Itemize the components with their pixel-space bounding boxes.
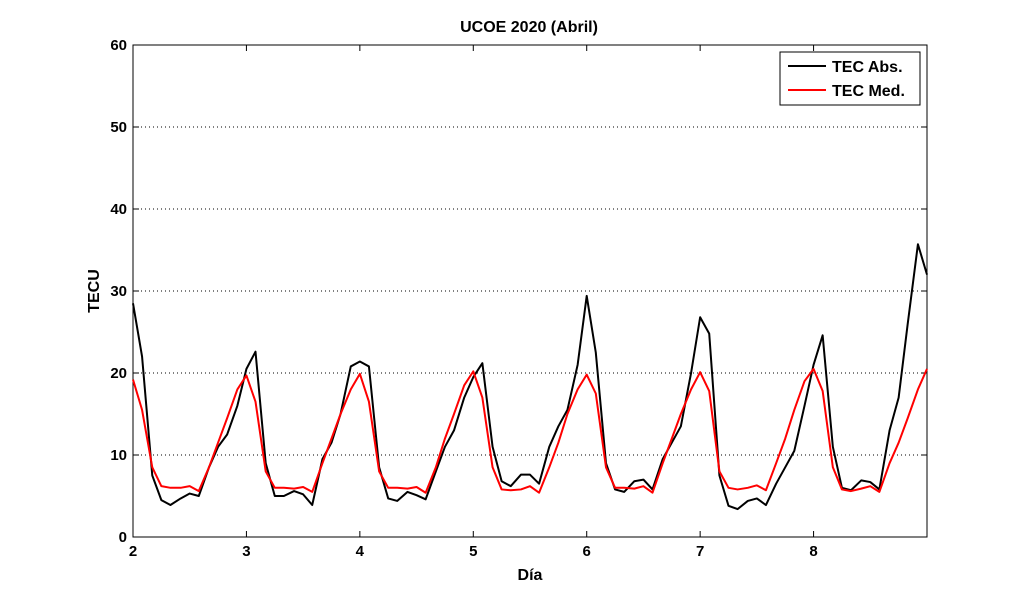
x-axis-ticks: 2 3 4 5 6 7 8 bbox=[129, 45, 818, 560]
x-tick-label: 7 bbox=[696, 543, 704, 560]
y-tick-label: 30 bbox=[110, 283, 127, 300]
legend: TEC Abs. TEC Med. bbox=[779, 51, 921, 106]
x-tick-label: 2 bbox=[129, 543, 137, 560]
x-tick-label: 5 bbox=[469, 543, 477, 560]
series-line-tec-med bbox=[132, 367, 928, 494]
x-tick-label: 4 bbox=[356, 543, 365, 560]
y-tick-label: 40 bbox=[110, 201, 127, 218]
legend-box bbox=[779, 51, 921, 106]
y-tick-label: 50 bbox=[110, 119, 127, 136]
legend-label-tec-abs: TEC Abs. bbox=[832, 59, 903, 76]
chart-title: UCOE 2020 (Abril) bbox=[460, 19, 598, 36]
y-tick-label: 20 bbox=[110, 365, 127, 382]
y-axis-ticks: 0 10 20 30 40 50 60 bbox=[110, 37, 927, 546]
y-axis-label: TECU bbox=[86, 269, 103, 313]
series-line-tec-abs bbox=[132, 243, 928, 511]
x-tick-label: 6 bbox=[583, 543, 591, 560]
legend-label-tec-med: TEC Med. bbox=[832, 83, 905, 100]
x-tick-label: 8 bbox=[809, 543, 817, 560]
series-group bbox=[132, 243, 928, 511]
y-tick-label: 10 bbox=[110, 447, 127, 464]
y-tick-label: 0 bbox=[119, 529, 127, 546]
x-tick-label: 3 bbox=[242, 543, 250, 560]
x-axis-label: Día bbox=[518, 567, 543, 584]
y-tick-label: 60 bbox=[110, 37, 127, 54]
